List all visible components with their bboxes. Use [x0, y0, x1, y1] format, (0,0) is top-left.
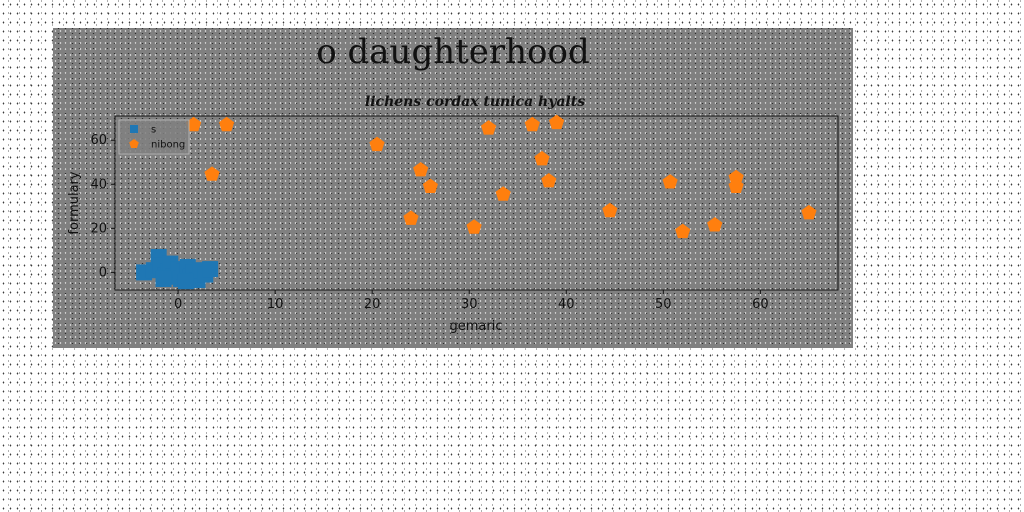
chart-svg: o daughterhood lichens cordax tunica hya… [67, 32, 839, 334]
x-tick-label: 10 [267, 297, 284, 312]
scatter-point-nibong [369, 136, 385, 152]
x-tick-label: 40 [558, 297, 575, 312]
y-tick-label: 60 [90, 133, 107, 148]
legend: s nibong [118, 119, 190, 155]
y-tick-label: 0 [99, 265, 107, 280]
x-tick-label: 50 [655, 297, 672, 312]
scatter-point-s [155, 270, 172, 287]
scatter-point-nibong [466, 219, 482, 234]
scatter-point-nibong [549, 114, 565, 130]
x-tick-label: 30 [461, 297, 478, 312]
chart-figure: o daughterhood lichens cordax tunica hya… [53, 28, 853, 348]
x-axis-label: gemaric [450, 319, 503, 334]
scatter-point-nibong [534, 150, 550, 166]
y-axis-label: formulary [67, 171, 82, 234]
scatter-point-nibong [524, 116, 540, 132]
scatter-point-nibong [707, 217, 723, 232]
legend-label: nibong [151, 140, 185, 151]
chart-subtitle: lichens cordax tunica hyalts [365, 94, 585, 110]
legend-marker-nibong [129, 139, 139, 148]
scatter-point-nibong [728, 178, 744, 193]
scatter-point-nibong [186, 116, 202, 132]
scatter-point-nibong [422, 178, 438, 193]
scatter-point-s [177, 273, 194, 290]
scatter-point-nibong [481, 120, 497, 135]
scatter-point-nibong [541, 173, 557, 188]
scatter-point-nibong [413, 162, 429, 177]
scatter-point-nibong [662, 174, 678, 189]
data-marks [136, 114, 817, 290]
chart-title: o daughterhood [316, 32, 590, 72]
scatter-point-nibong [204, 166, 220, 181]
scatter-point-nibong [801, 204, 817, 220]
scatter-point-nibong [675, 223, 691, 239]
scatter-point-nibong [219, 116, 235, 132]
scatter-point-nibong [728, 169, 744, 185]
legend-marker-s [130, 125, 138, 133]
legend-label: s [151, 125, 156, 136]
plot-area [114, 115, 839, 291]
x-tick-label: 60 [752, 297, 769, 312]
scatter-point-s [202, 261, 219, 278]
scatter-point-nibong [403, 210, 419, 225]
x-tick-label: 0 [174, 297, 182, 312]
y-tick-label: 40 [90, 177, 107, 192]
scatter-point-nibong [602, 202, 618, 218]
x-tick-label: 20 [364, 297, 381, 312]
scatter-point-nibong [495, 186, 511, 201]
axis-ticks: 0 10 20 30 40 50 60 0 20 40 60 [90, 133, 768, 312]
y-tick-label: 20 [90, 221, 107, 236]
